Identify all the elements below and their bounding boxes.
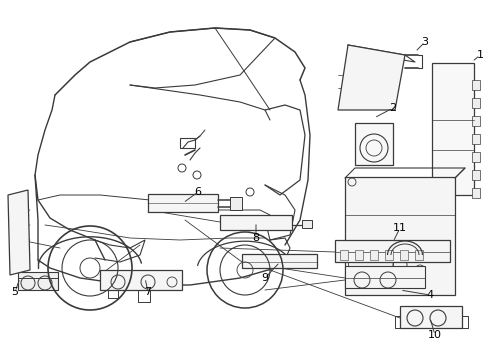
Bar bbox=[385, 250, 393, 260]
Bar bbox=[400, 250, 408, 260]
Bar bbox=[148, 194, 218, 212]
Bar bbox=[302, 220, 312, 228]
Text: 9: 9 bbox=[262, 273, 269, 283]
Bar bbox=[180, 138, 195, 148]
Text: 4: 4 bbox=[426, 290, 434, 300]
Bar bbox=[472, 80, 480, 90]
Polygon shape bbox=[8, 190, 30, 275]
Bar bbox=[472, 188, 480, 198]
Bar bbox=[370, 250, 378, 260]
Text: 3: 3 bbox=[421, 37, 428, 47]
Bar bbox=[432, 63, 474, 195]
Polygon shape bbox=[338, 45, 405, 110]
Bar bbox=[415, 250, 423, 260]
Bar bbox=[472, 134, 480, 144]
Text: 1: 1 bbox=[476, 50, 484, 60]
Bar bbox=[472, 116, 480, 126]
Bar bbox=[355, 250, 363, 260]
Bar bbox=[345, 177, 455, 295]
Bar bbox=[335, 240, 450, 262]
Text: 2: 2 bbox=[390, 103, 396, 113]
Bar bbox=[472, 98, 480, 108]
Bar bbox=[355, 123, 393, 165]
Text: 11: 11 bbox=[393, 223, 407, 233]
Text: 5: 5 bbox=[11, 287, 19, 297]
Text: 7: 7 bbox=[145, 287, 151, 297]
Bar bbox=[230, 197, 242, 210]
Text: 8: 8 bbox=[252, 233, 260, 243]
Bar bbox=[345, 266, 425, 288]
Bar bbox=[472, 170, 480, 180]
Text: 6: 6 bbox=[195, 187, 201, 197]
Bar bbox=[472, 152, 480, 162]
Bar bbox=[348, 240, 393, 270]
Bar bbox=[220, 215, 292, 230]
Text: 10: 10 bbox=[428, 330, 442, 340]
Bar bbox=[18, 272, 58, 290]
Bar bbox=[340, 250, 348, 260]
Bar bbox=[400, 306, 462, 328]
Bar bbox=[242, 254, 317, 268]
Bar bbox=[100, 270, 182, 290]
